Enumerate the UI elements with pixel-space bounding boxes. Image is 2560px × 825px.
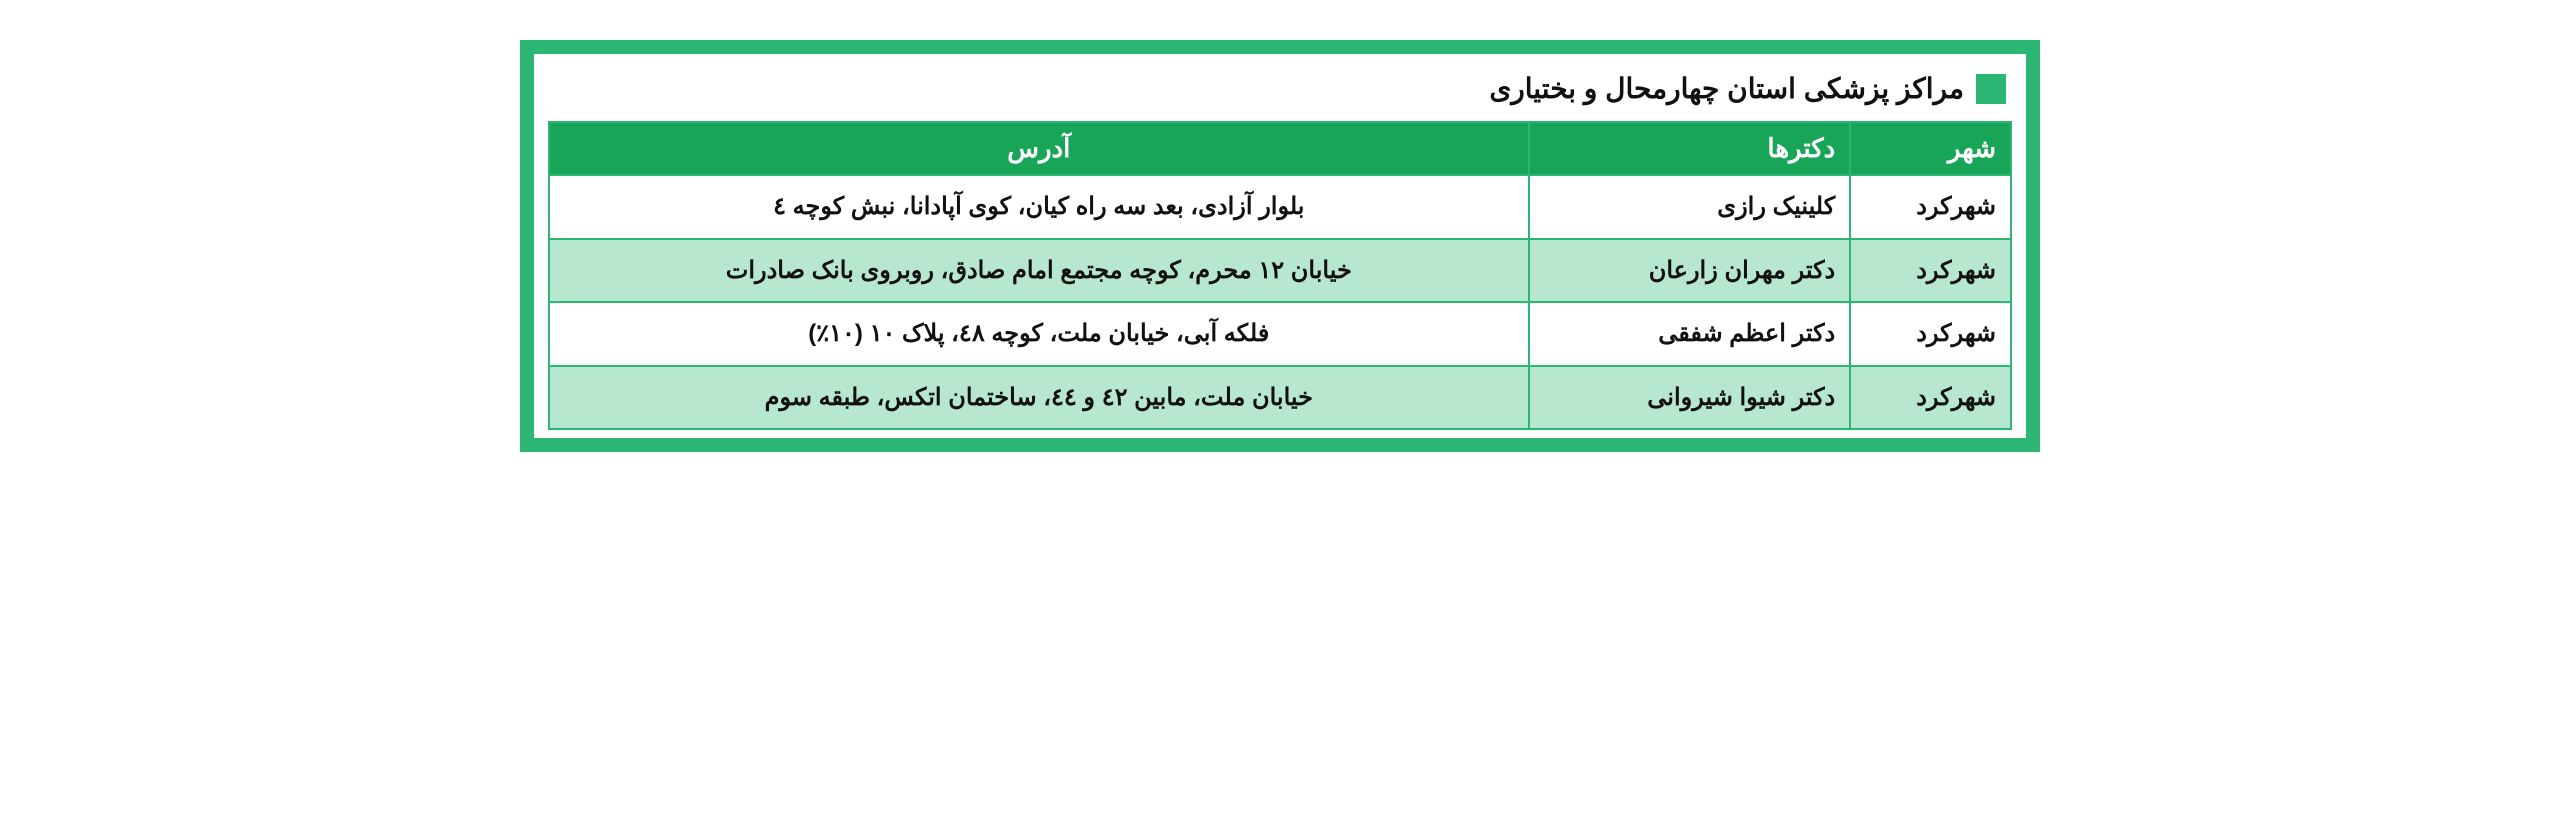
cell-doctor: دکتر مهران زارعان [1529, 239, 1851, 303]
cell-address: بلوار آزادی، بعد سه راه کیان، کوی آپادان… [549, 175, 1529, 239]
table-row: شهرکرد دکتر مهران زارعان خیابان ۱۲ محرم،… [549, 239, 2011, 303]
title-bullet-icon [1976, 74, 2006, 104]
cell-address: خیابان ۱۲ محرم، کوچه مجتمع امام صادق، رو… [549, 239, 1529, 303]
cell-city: شهرکرد [1850, 366, 2011, 430]
cell-address: فلکه آبی، خیابان ملت، کوچه ٤٨، پلاک ۱۰ (… [549, 302, 1529, 366]
table-row: شهرکرد کلینیک رازی بلوار آزادی، بعد سه ر… [549, 175, 2011, 239]
table-frame: مراکز پزشکی استان چهارمحال و بختیاری شهر… [520, 40, 2040, 452]
cell-city: شهرکرد [1850, 239, 2011, 303]
table-header-row: شهر دکترها آدرس [549, 122, 2011, 175]
cell-city: شهرکرد [1850, 302, 2011, 366]
cell-address: خیابان ملت، مابین ٤٢ و ٤٤، ساختمان اتکس،… [549, 366, 1529, 430]
col-header-address: آدرس [549, 122, 1529, 175]
table-row: شهرکرد دکتر شیوا شیروانی خیابان ملت، ماب… [549, 366, 2011, 430]
medical-centers-table: شهر دکترها آدرس شهرکرد کلینیک رازی بلوار… [548, 121, 2012, 430]
table-row: شهرکرد دکتر اعظم شفقی فلکه آبی، خیابان م… [549, 302, 2011, 366]
cell-doctor: دکتر اعظم شفقی [1529, 302, 1851, 366]
table-title: مراکز پزشکی استان چهارمحال و بختیاری [1489, 72, 1964, 105]
cell-doctor: کلینیک رازی [1529, 175, 1851, 239]
title-row: مراکز پزشکی استان چهارمحال و بختیاری [548, 64, 2012, 121]
cell-city: شهرکرد [1850, 175, 2011, 239]
col-header-doctor: دکترها [1529, 122, 1851, 175]
col-header-city: شهر [1850, 122, 2011, 175]
cell-doctor: دکتر شیوا شیروانی [1529, 366, 1851, 430]
